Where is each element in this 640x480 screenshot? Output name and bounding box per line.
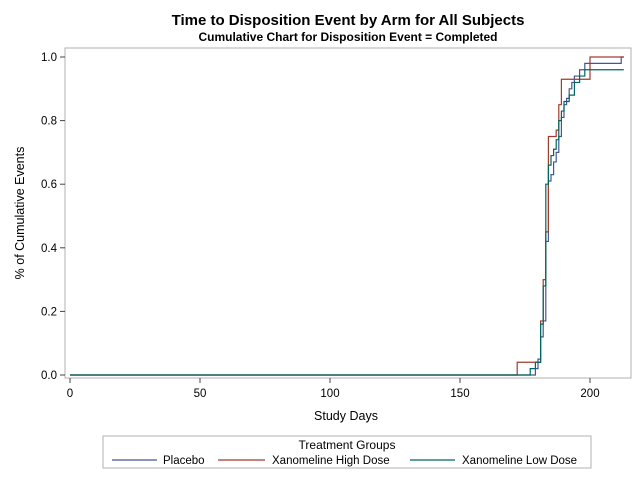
- x-tick-label: 200: [580, 388, 599, 400]
- legend-label-1: Xanomeline High Dose: [272, 455, 390, 467]
- plot-area: [64, 47, 632, 379]
- series-line-2: [70, 69, 624, 376]
- x-tick-label: 0: [67, 388, 73, 400]
- series-group: [70, 56, 624, 376]
- x-tick-label: 150: [450, 388, 469, 400]
- legend-label-2: Xanomeline Low Dose: [462, 455, 577, 467]
- chart-subtitle: Cumulative Chart for Disposition Event =…: [198, 30, 497, 44]
- legend: Placebo Xanomeline High Dose Xanomeline Lo…: [112, 455, 577, 467]
- chart-title: Time to Disposition Event by Arm for All…: [172, 12, 525, 29]
- y-tick-label: 0.4: [41, 243, 58, 255]
- x-axis-label: Study Days: [314, 409, 378, 423]
- legend-label-0: Placebo: [163, 455, 205, 467]
- y-axis-label: % of Cumulative Events: [13, 147, 27, 280]
- y-tick-label: 0.2: [41, 306, 57, 318]
- y-tick-label: 1.0: [41, 52, 57, 64]
- y-tick-label: 0.6: [41, 179, 57, 191]
- y-axis: 0.0 0.2 0.4 0.6 0.8 1.0: [41, 52, 65, 382]
- legend-title: Treatment Groups: [299, 438, 396, 452]
- y-tick-label: 0.0: [41, 370, 57, 382]
- y-tick-label: 0.8: [41, 116, 57, 128]
- x-tick-label: 100: [320, 388, 339, 400]
- x-tick-label: 50: [194, 388, 207, 400]
- legend-box: [102, 435, 592, 469]
- x-axis: 0 50 100 150 200: [67, 378, 600, 400]
